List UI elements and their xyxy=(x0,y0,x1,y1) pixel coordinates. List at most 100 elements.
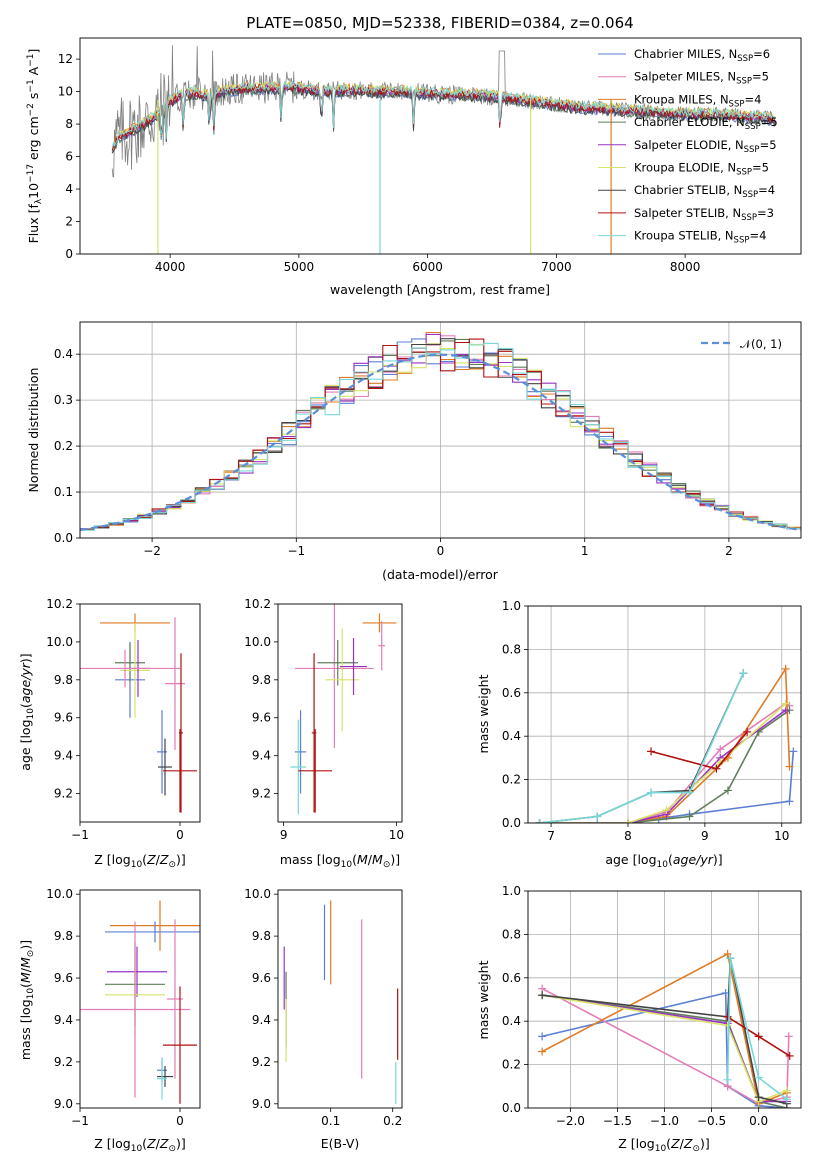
y-tick-label: 0.8 xyxy=(502,927,521,941)
legend-label: Chabrier STELIB, N xyxy=(634,183,742,197)
y-label-part: −1 xyxy=(26,79,36,92)
panel-age-vs-mass: 9 10 9.2 9.4 9.6 9.8 10.0 10.2 xyxy=(244,597,404,842)
x-axis-label: Z [log10(Z/Z⊙)] xyxy=(618,1136,710,1154)
y-tick-label: 4 xyxy=(65,182,73,196)
legend-suffix: =4 xyxy=(749,229,766,243)
model-line-kroupa_stelib xyxy=(111,80,776,148)
y-tick-label: 0.0 xyxy=(502,1101,521,1115)
y-tick-label: 0.2 xyxy=(502,1058,521,1072)
y-tick-label: 2 xyxy=(65,215,73,229)
legend-entry: Chabrier STELIB, NSSP=4 xyxy=(634,183,775,200)
y-tick-label: 0.2 xyxy=(54,439,73,453)
label-part: age xyxy=(673,852,697,867)
label-part: Z xyxy=(146,1136,156,1151)
y-label-part: −17 xyxy=(26,164,36,183)
y-label-part: 10 xyxy=(26,183,41,199)
label-part: M xyxy=(372,852,383,867)
label-part: Z xyxy=(146,852,156,867)
legend-suffix: =4 xyxy=(744,92,761,106)
y-label-part: erg cm xyxy=(26,116,41,164)
legend-label: Kroupa STELIB, N xyxy=(634,229,734,243)
y-tick-label: 9.2 xyxy=(54,1055,73,1069)
label-part: ( xyxy=(666,1136,671,1151)
legend-suffix: =5 xyxy=(752,70,769,84)
x-axis-label: wavelength [Angstrom, rest frame] xyxy=(330,282,550,297)
label-part: Z [log xyxy=(618,1136,654,1151)
legend-label: Salpeter MILES, N xyxy=(634,70,736,84)
label-part: age [log xyxy=(605,852,656,867)
label-part: Z xyxy=(670,1136,680,1151)
histogram-kroupa_elodie xyxy=(80,343,801,530)
legend-label: Kroupa ELODIE, N xyxy=(634,161,736,175)
axes-frame xyxy=(79,889,201,1109)
label-part: Z xyxy=(159,852,169,867)
label-part: / xyxy=(156,1136,161,1151)
y-tick-label: 0.0 xyxy=(502,816,521,830)
label-part: / xyxy=(368,852,373,867)
y-tick-label: 9.8 xyxy=(252,673,271,687)
panel-age-vs-Z: −1 0 9.2 9.4 9.6 9.8 10.0 10.2 xyxy=(46,597,201,842)
legend-label: Kroupa MILES, N xyxy=(634,92,729,106)
y-tick-label: 10.0 xyxy=(46,635,73,649)
chart-title: PLATE=0850, MJD=52338, FIBERID=0384, z=0… xyxy=(246,14,633,32)
y-tick-label: 10.0 xyxy=(46,887,73,901)
axes-frame xyxy=(527,605,802,824)
y-tick-label: 9.0 xyxy=(252,1097,271,1111)
y-tick-label: 8 xyxy=(65,117,73,131)
x-tick-label: −1.0 xyxy=(650,1114,679,1128)
y-tick-label: 9.4 xyxy=(252,749,271,763)
plot-area xyxy=(80,322,801,538)
label-part: Z [log xyxy=(94,852,130,867)
y-tick-label: 0.3 xyxy=(54,393,73,407)
x-tick-label: −1.5 xyxy=(603,1114,632,1128)
label-part: M xyxy=(18,972,33,983)
y-tick-label: 10.0 xyxy=(244,887,271,901)
y-tick-label: 10.2 xyxy=(46,597,73,611)
legend-sub: SSP xyxy=(741,213,757,223)
label-part: )] xyxy=(18,653,33,663)
panel-spectrum: 4000 5000 6000 7000 8000 0 2 4 6 8 10 12 xyxy=(58,37,802,274)
label-part: mass [log xyxy=(18,999,33,1060)
data-spectrum xyxy=(111,45,776,178)
x-axis-label: E(B-V) xyxy=(321,1136,360,1151)
label-part: ( xyxy=(142,1136,147,1151)
label-part: ⊙ xyxy=(692,1144,700,1154)
y-tick-label: 0 xyxy=(65,247,73,261)
y-tick-label: 1.0 xyxy=(502,884,521,898)
y-tick-label: 10.0 xyxy=(244,635,271,649)
series-line-chabrier_elodie xyxy=(539,709,790,823)
label-part: 10 xyxy=(655,1144,667,1154)
x-tick-label: −1 xyxy=(287,544,305,558)
series-line-kroupa_miles xyxy=(539,666,791,823)
y-tick-label: 0.2 xyxy=(502,773,521,787)
legend-sub: SSP xyxy=(736,77,752,87)
x-tick-label: 0.1 xyxy=(321,1114,340,1128)
x-tick-label: 7000 xyxy=(541,260,572,274)
axes-frame xyxy=(527,890,802,1109)
y-tick-label: 0.1 xyxy=(54,485,73,499)
label-part: ( xyxy=(668,852,673,867)
y-tick-label: 12 xyxy=(58,52,73,66)
plot-area xyxy=(290,604,397,815)
legend-sub: SSP xyxy=(734,236,750,246)
label-part: / xyxy=(156,852,161,867)
x-axis-label: age [log10(age/yr)] xyxy=(605,852,722,870)
y-label-part: s xyxy=(26,93,41,104)
x-tick-label: 8 xyxy=(624,829,632,843)
label-part: ⊙ xyxy=(383,860,391,870)
y-tick-label: 0.6 xyxy=(502,971,521,985)
label-part: / xyxy=(18,967,33,972)
x-tick-label: 2 xyxy=(725,544,733,558)
label-part: 10 xyxy=(26,708,36,720)
x-tick-label: −0.5 xyxy=(697,1114,726,1128)
x-tick-label: 9 xyxy=(701,829,709,843)
series-line-kroupa_elodie xyxy=(539,703,787,823)
legend-entry: Kroupa MILES, NSSP=4 xyxy=(634,92,761,109)
label-part: / xyxy=(18,674,33,681)
legend-sub: SSP xyxy=(744,145,760,155)
y-axis-label: mass weight xyxy=(476,960,491,1039)
panel-mass-vs-ebv: 0.1 0.2 9.0 9.2 9.4 9.6 9.8 10.0 xyxy=(244,887,403,1128)
label-part: )] xyxy=(18,940,33,950)
label-part: 10 xyxy=(341,860,353,870)
